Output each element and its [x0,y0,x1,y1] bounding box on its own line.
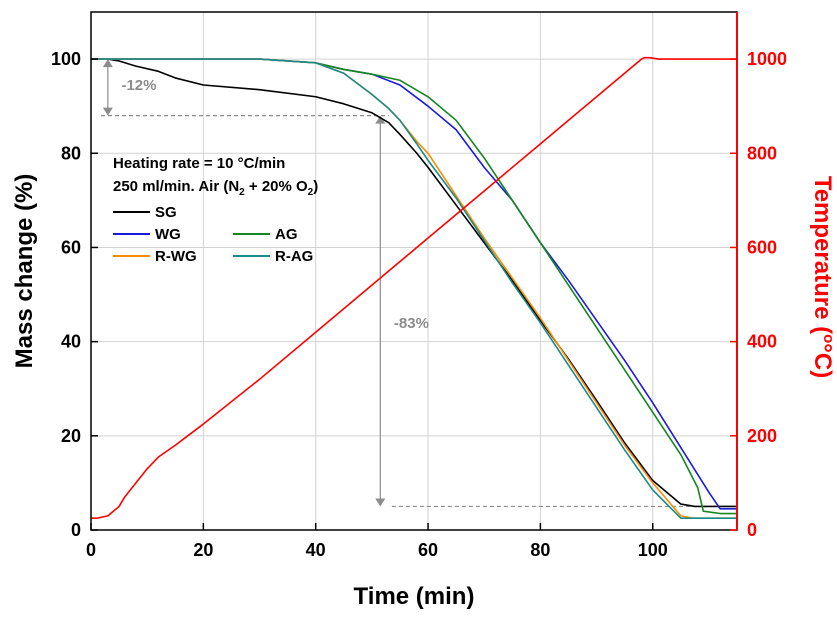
y-left-tick-label: 0 [71,520,81,540]
y2-label-end: ) [809,370,836,378]
x-tick-label: 80 [530,540,550,560]
series-line-sg [91,58,737,508]
annotations: -12% -83% [101,59,737,508]
info-line-part: 2 [239,187,245,198]
info-line-part: 2 [308,187,314,198]
info-line: 250 ml/min. Air (N2 + 20% O2) [113,178,318,198]
y-left-tick-label: 20 [61,426,81,446]
series-line-r-wg [91,58,737,520]
y-right-tick-label: 200 [747,426,777,446]
gridlines [91,12,737,530]
y-left-tick-label: 100 [51,49,81,69]
y-right-tick-label: 400 [747,332,777,352]
y-right-tick-label: 0 [747,520,757,540]
series-line-temperature [91,56,737,520]
tick-marks [90,58,737,531]
legend-label: SG [155,204,177,221]
series-lines [91,56,737,520]
series-line-wg [91,58,737,510]
y-left-tick-label: 80 [61,143,81,163]
series-line-ag [91,58,737,515]
x-tick-label: 20 [193,540,213,560]
annotation-arrowhead-bottom [375,498,386,507]
annotation-arrowhead-top [375,115,386,124]
info-box: Heating rate = 10 °C/min 250 ml/min. Air … [113,155,318,198]
info-line: Heating rate = 10 °C/min [113,155,285,172]
info-line-part: + 20% O [245,178,308,195]
annotation-label: -12% [121,77,156,94]
y-left-tick-label: 40 [61,332,81,352]
info-line-part: 250 ml/min. Air (N [113,178,239,195]
y-axis-title-right: Temperature (o°C) [809,176,837,378]
legend: SG WG AG R-WG R-AG [113,204,313,265]
annotation-arrowhead-bottom [102,107,113,116]
y2-label-unit: °C [809,343,836,370]
x-tick-label: 60 [418,540,438,560]
legend-label: WG [155,226,181,243]
x-tick-label: 0 [86,540,96,560]
legend-label: AG [275,226,298,243]
legend-label: R-WG [155,248,197,265]
y-axis-title-left: Mass change (%) [11,174,38,369]
legend-label: R-AG [275,248,313,265]
y2-label-main: Temperature ( [809,176,836,334]
x-tick-label: 40 [306,540,326,560]
info-line-part: ) [313,178,318,195]
tick-labels: 0 20 40 60 80 1000204060801000200400600800100… [51,49,787,560]
y2-label-degree-sup: o [820,334,837,343]
plot-frame [90,11,738,531]
y-right-tick-label: 1000 [747,49,787,69]
annotation-label: -83% [394,315,429,332]
x-axis-title: Time (min) [354,583,475,610]
series-line-r-ag [91,58,737,520]
y-right-tick-label: 600 [747,237,777,257]
annotation-arrowhead-top [102,59,113,68]
y-left-tick-label: 60 [61,237,81,257]
y-right-tick-label: 800 [747,143,777,163]
x-tick-label: 100 [638,540,668,560]
